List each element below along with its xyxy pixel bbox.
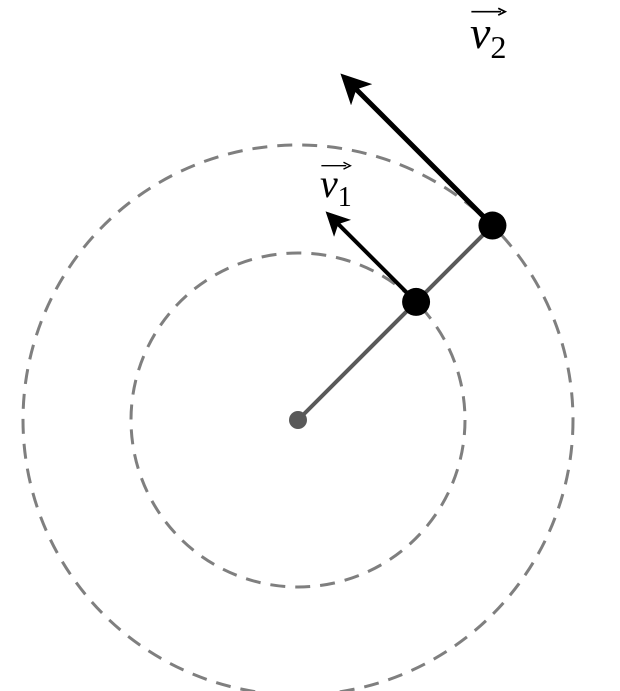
diagram-canvas [0, 0, 620, 691]
center-dot [289, 411, 307, 429]
mass-dot-m2 [478, 212, 506, 240]
velocity-label-v2: v2 [470, 6, 507, 66]
label-v1-sub: 1 [338, 182, 352, 213]
velocity-vector-m2 [347, 81, 492, 226]
velocity-label-v1: v1 [320, 160, 352, 214]
mass-dot-m1 [402, 288, 430, 316]
rod [298, 226, 492, 420]
label-v2-sub: 2 [490, 29, 506, 65]
